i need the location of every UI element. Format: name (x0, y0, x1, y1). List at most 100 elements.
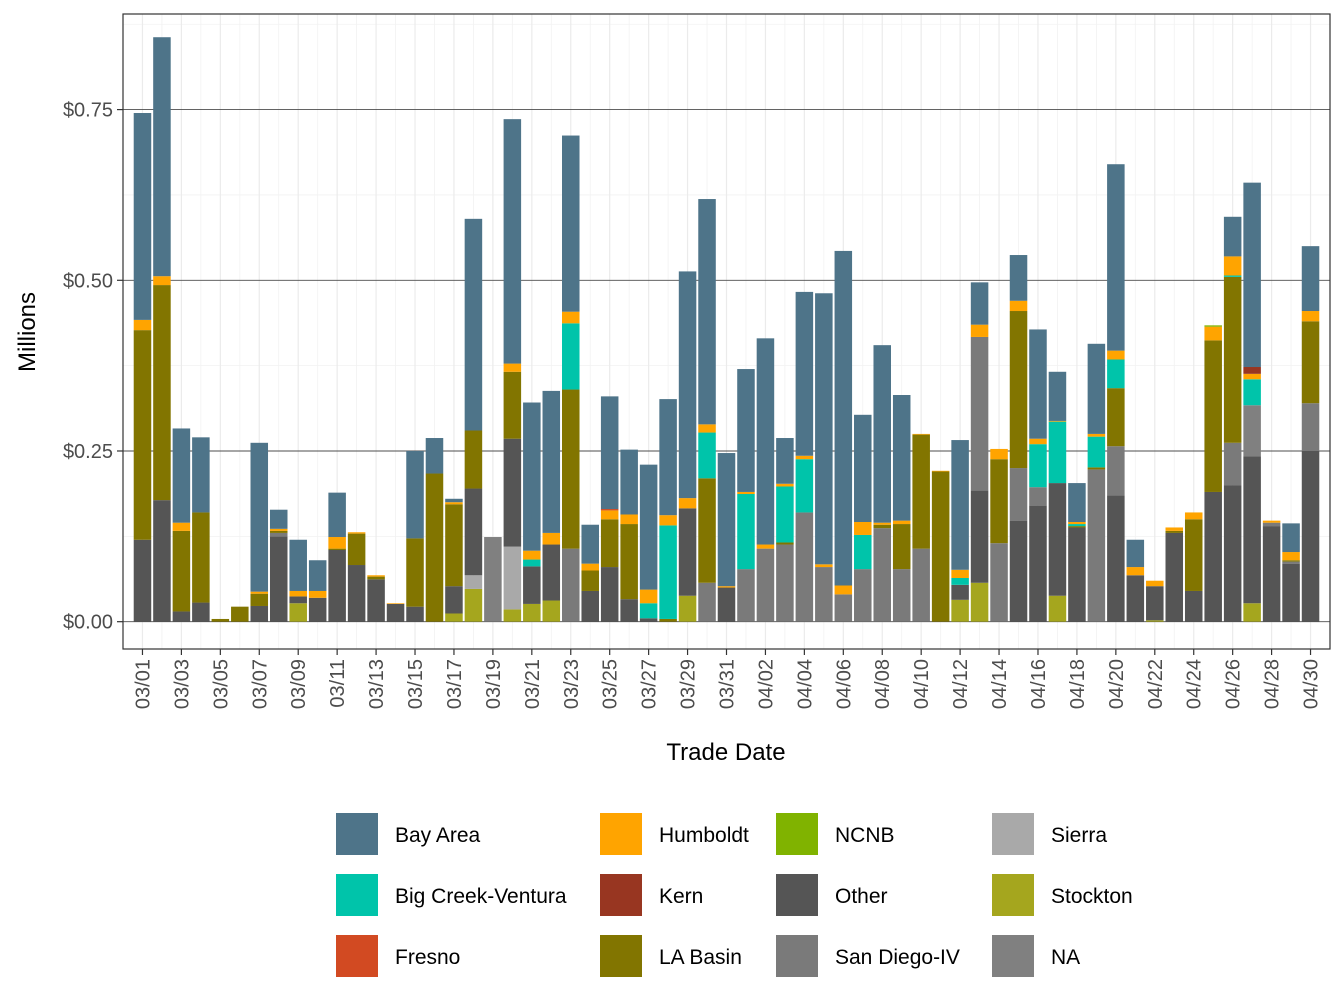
bar-segment-humboldt (386, 603, 405, 604)
bar-segment-humboldt (133, 319, 152, 331)
bar-segment-la-basin (659, 618, 677, 622)
bar-segment-la-basin (328, 548, 346, 550)
bar-segment-humboldt (1068, 522, 1086, 525)
bar-segment-humboldt (600, 510, 619, 520)
legend-item-other: Other (776, 874, 888, 916)
bar-segment-other (639, 618, 658, 622)
bar-segment-bay-area (406, 450, 424, 539)
bar-segment-humboldt (659, 515, 677, 526)
bar-segment-other (347, 565, 366, 622)
bar-segment-bay-area (795, 291, 814, 456)
legend-item-sierra: Sierra (992, 813, 1107, 855)
legend-key (600, 813, 642, 855)
legend-label: Other (835, 885, 888, 908)
bar-segment-other (1301, 450, 1320, 622)
bar-segment-humboldt (562, 311, 580, 324)
bar-segment-bay-area (873, 345, 891, 523)
bar-segment-humboldt (1223, 256, 1242, 276)
x-tick-label: 03/19 (483, 659, 505, 709)
bar-segment-humboldt (815, 564, 833, 568)
bar-segment-humboldt (1165, 527, 1184, 531)
bar-segment-humboldt (1087, 433, 1106, 437)
bar-segment-san-diego-iv (795, 512, 814, 622)
bar-segment-la-basin (1184, 519, 1203, 591)
bar-segment-san-diego-iv (815, 567, 833, 622)
legend-label: San Diego-IV (835, 946, 960, 969)
bar-segment-humboldt (756, 544, 775, 549)
bar-segment-la-basin (406, 538, 424, 607)
bar-segment-bay-area (562, 135, 580, 312)
bar-segment-la-basin (172, 530, 191, 612)
bar-segment-bay-area (600, 396, 619, 510)
bar-segment-la-basin (269, 530, 288, 533)
bar-segment-other (581, 590, 599, 622)
bar-segment-humboldt (1243, 373, 1261, 380)
bar-segment-bay-area (951, 440, 969, 570)
bar-segment-other (678, 508, 697, 596)
legend-item-kern: Kern (600, 874, 703, 916)
legend-key (600, 874, 642, 916)
bar-segment-other (1204, 491, 1222, 622)
bar-segment-big-creek-ventura (854, 534, 872, 570)
x-tick-label: 04/30 (1301, 659, 1323, 709)
bar-segment-bay-area (854, 414, 872, 522)
bar-segment-humboldt (951, 569, 969, 578)
bar-segment-la-basin (250, 593, 269, 606)
bar-segment-other (1243, 456, 1261, 604)
x-tick-label: 04/14 (989, 659, 1011, 709)
bar-segment-la-basin (192, 512, 210, 603)
bar-segment-bay-area (1223, 216, 1242, 257)
bar-segment-bay-area (425, 438, 444, 474)
bar-segment-la-basin (133, 330, 152, 540)
bar-segment-humboldt (347, 532, 366, 534)
legend-label: Kern (659, 885, 703, 908)
bar-segment-bay-area (892, 395, 911, 521)
bar-segment-san-diego-iv (776, 544, 794, 622)
bar-segment-humboldt (892, 520, 911, 525)
legend-key (336, 935, 378, 977)
legend-key (776, 874, 818, 916)
bar-segment-fresno (600, 509, 619, 511)
x-tick-label: 03/27 (639, 659, 661, 709)
bar-segment-big-creek-ventura (1048, 421, 1067, 484)
x-tick-label: 04/06 (833, 659, 855, 709)
bar-segment-other (1146, 586, 1164, 621)
bar-segment-stockton (542, 600, 561, 622)
bar-segment-san-diego-iv (269, 532, 288, 537)
bar-segment-la-basin (990, 459, 1008, 544)
bar-segment-other (1126, 575, 1145, 622)
bar-segment-bay-area (834, 250, 853, 586)
x-tick-label: 04/04 (794, 659, 816, 709)
bar-segment-ncnb (1204, 325, 1222, 327)
bar-segment-bay-area (308, 560, 327, 591)
bar-segment-humboldt (328, 537, 346, 549)
bar-segment-big-creek-ventura (1107, 359, 1125, 389)
bar-segment-other (289, 596, 307, 604)
y-tick-label: $0.50 (63, 270, 113, 292)
bar-segment-other (445, 586, 463, 614)
bar-segment-la-basin (600, 519, 619, 568)
bar-segment-bay-area (698, 199, 716, 425)
legend-label: Bay Area (395, 824, 481, 847)
legend-label: Big Creek-Ventura (395, 885, 567, 908)
bar-segment-kern (1243, 367, 1261, 374)
bar-segment-other (1009, 520, 1028, 622)
bar-segment-la-basin (1301, 321, 1320, 404)
x-tick-label: 03/25 (600, 659, 622, 709)
bar-segment-humboldt (1301, 311, 1320, 322)
bar-segment-la-basin (231, 606, 249, 622)
bar-segment-humboldt (854, 522, 872, 535)
bar-segment-big-creek-ventura (1223, 275, 1242, 277)
bar-segment-san-diego-iv (912, 548, 930, 622)
bar-segment-bay-area (970, 282, 989, 325)
bar-segment-big-creek-ventura (1068, 524, 1086, 527)
bar-segment-bay-area (523, 402, 541, 551)
bar-segment-bay-area (776, 438, 794, 484)
bar-segment-stockton (1146, 620, 1164, 622)
bar-segment-humboldt (1204, 326, 1222, 341)
bar-segment-humboldt (523, 550, 541, 560)
bar-segment-humboldt (1048, 420, 1067, 422)
bar-segment-other (250, 605, 269, 622)
bar-segment-la-basin (1107, 388, 1125, 447)
bar-segment-bay-area (581, 524, 599, 564)
